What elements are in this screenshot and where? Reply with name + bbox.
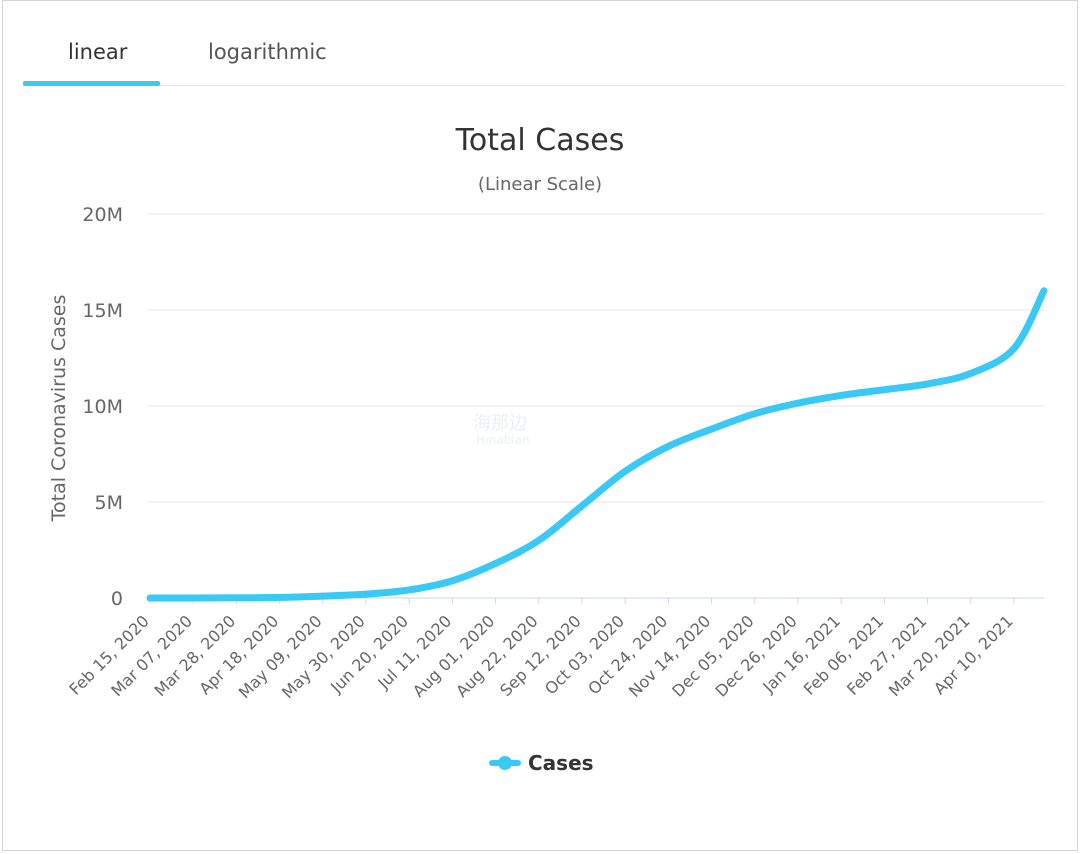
watermark-en: Hinabian — [476, 433, 529, 447]
chart-title: Total Cases — [455, 123, 625, 158]
legend-label: Cases — [528, 751, 594, 775]
y-tick-label: 5M — [95, 492, 123, 514]
chart-subtitle: (Linear Scale) — [478, 174, 602, 195]
y-tick-label: 20M — [82, 204, 123, 226]
y-axis-ticks: 0 5M 10M 15M 20M — [82, 204, 123, 610]
y-tick-label: 0 — [111, 588, 123, 610]
legend-marker-icon — [498, 756, 512, 770]
y-axis-title: Total Coronavirus Cases — [48, 295, 70, 523]
cases-series-line[interactable] — [146, 287, 1048, 602]
y-tick-label: 15M — [82, 300, 123, 322]
scale-tabs: linear logarithmic — [23, 1, 1065, 86]
y-tick-label: 10M — [82, 396, 123, 418]
watermark-cn: 海那边 — [473, 413, 527, 434]
tab-logarithmic[interactable]: logarithmic — [208, 40, 327, 64]
y-gridlines — [148, 213, 1044, 503]
tab-linear[interactable]: linear — [68, 40, 128, 64]
legend[interactable]: Cases — [489, 751, 594, 775]
watermark: 海那边 Hinabian — [473, 413, 530, 447]
active-tab-indicator — [23, 81, 160, 86]
total-cases-chart: Total Cases (Linear Scale) Total Coronav… — [48, 123, 1048, 775]
